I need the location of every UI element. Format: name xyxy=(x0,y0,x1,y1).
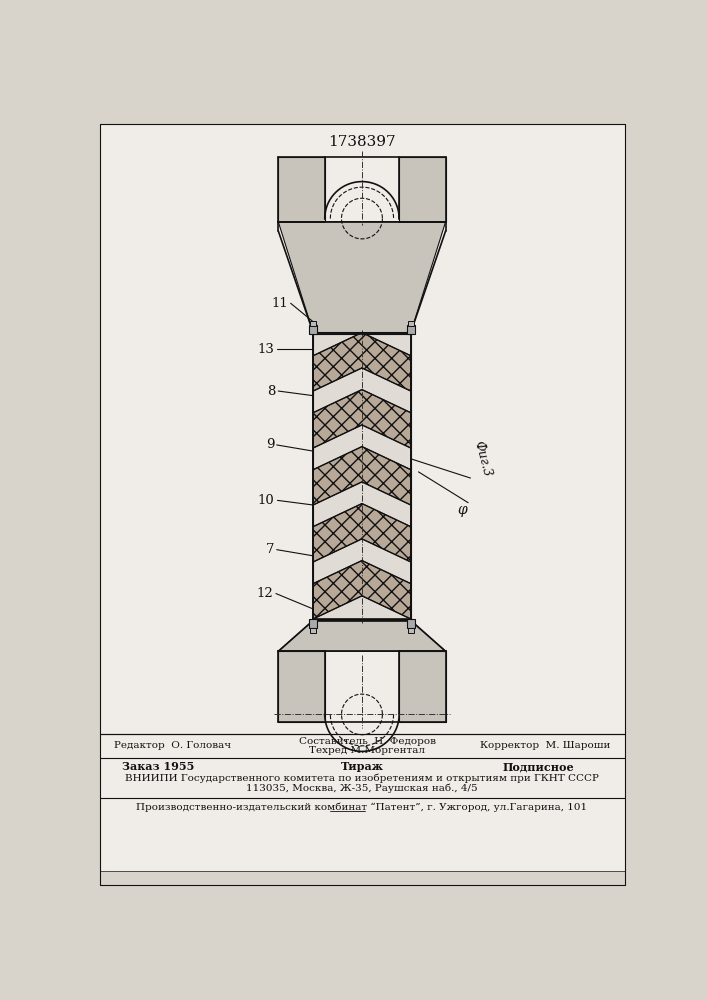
Text: 13: 13 xyxy=(257,343,274,356)
Bar xyxy=(309,325,317,334)
Text: 10: 10 xyxy=(257,494,274,507)
Bar xyxy=(407,619,414,628)
Text: 113035, Москва, Ж-35, Раушская наб., 4/5: 113035, Москва, Ж-35, Раушская наб., 4/5 xyxy=(246,784,478,793)
Polygon shape xyxy=(279,222,445,333)
Bar xyxy=(408,628,414,633)
Bar xyxy=(407,325,414,334)
Polygon shape xyxy=(399,651,445,722)
Text: Подписное: Подписное xyxy=(502,761,573,772)
Text: Техред М.Моргентал: Техред М.Моргентал xyxy=(310,746,426,755)
Text: Редактор  О. Головач: Редактор О. Головач xyxy=(114,741,230,750)
Text: ВНИИПИ Государственного комитета по изобретениям и открытиям при ГКНТ СССР: ВНИИПИ Государственного комитета по изоб… xyxy=(125,774,599,783)
Bar xyxy=(310,628,316,633)
Text: 12: 12 xyxy=(256,587,273,600)
Text: Тираж: Тираж xyxy=(341,761,383,772)
Text: Фиг.3: Фиг.3 xyxy=(471,439,493,478)
Polygon shape xyxy=(313,390,411,448)
Text: Заказ 1955: Заказ 1955 xyxy=(122,761,194,772)
Text: Корректор  М. Шароши: Корректор М. Шароши xyxy=(481,741,611,750)
Polygon shape xyxy=(399,157,445,222)
Text: φ: φ xyxy=(457,503,467,517)
Text: 9: 9 xyxy=(266,438,274,451)
Polygon shape xyxy=(313,447,411,505)
Text: 7: 7 xyxy=(266,543,274,556)
Text: Производственно-издательский комбинат “Патент”, г. Ужгород, ул.Гагарина, 101: Производственно-издательский комбинат “П… xyxy=(136,803,588,812)
Polygon shape xyxy=(313,333,411,391)
Text: Составитель  Н. Федоров: Составитель Н. Федоров xyxy=(299,737,436,746)
Bar xyxy=(408,321,414,326)
Text: 8: 8 xyxy=(267,385,276,398)
Bar xyxy=(310,321,316,326)
Bar xyxy=(309,619,317,628)
Polygon shape xyxy=(279,157,325,222)
Text: 11: 11 xyxy=(271,297,288,310)
Polygon shape xyxy=(313,334,411,619)
Polygon shape xyxy=(279,620,445,651)
Polygon shape xyxy=(313,504,411,562)
Text: 1738397: 1738397 xyxy=(328,135,396,149)
Polygon shape xyxy=(279,651,325,722)
Polygon shape xyxy=(313,561,411,619)
